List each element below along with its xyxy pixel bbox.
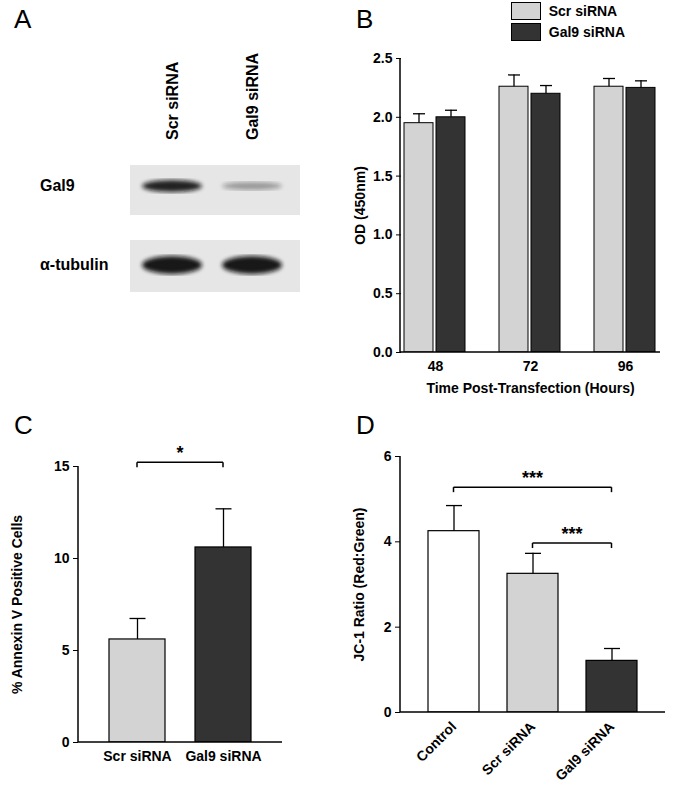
svg-text:Time Post-Transfection (Hours): Time Post-Transfection (Hours) [426,380,634,396]
svg-text:0: 0 [384,704,392,720]
svg-text:96: 96 [618,358,634,374]
html-text:C: C [14,410,33,440]
svg-text:Control: Control [413,718,460,765]
svg-text:*: * [176,443,183,463]
html-text:A: A [14,4,32,34]
svg-text:α-tubulin: α-tubulin [40,256,108,273]
svg-text:5: 5 [62,642,70,658]
svg-text:Gal9 siRNA: Gal9 siRNA [552,718,617,783]
svg-text:Scr siRNA: Scr siRNA [164,61,181,140]
svg-text:2.5: 2.5 [373,50,393,66]
svg-text:0.5: 0.5 [373,285,393,301]
svg-text:15: 15 [54,458,70,474]
svg-text:Scr siRNA: Scr siRNA [479,718,539,778]
svg-text:4: 4 [384,533,392,549]
svg-text:2.0: 2.0 [373,109,393,125]
svg-text:***: *** [561,524,582,544]
svg-text:OD (450nm): OD (450nm) [352,166,368,245]
svg-text:0: 0 [62,734,70,750]
svg-text:2: 2 [384,619,392,635]
svg-text:% Annexin V Positive Cells: % Annexin V Positive Cells [9,515,25,694]
svg-text:0.0: 0.0 [373,344,393,360]
html-text:D: D [356,410,375,440]
svg-text:Gal9 siRNA: Gal9 siRNA [185,748,261,764]
svg-text:Gal9: Gal9 [40,177,75,194]
html-text:Gal9 siRNA: Gal9 siRNA [548,24,625,40]
html-text:Scr siRNA: Scr siRNA [548,3,618,19]
svg-text:1.5: 1.5 [373,168,393,184]
svg-text:Gal9 siRNA: Gal9 siRNA [244,52,261,140]
svg-text:72: 72 [523,358,539,374]
svg-text:1.0: 1.0 [373,226,393,242]
svg-text:***: *** [522,468,543,488]
svg-text:10: 10 [54,550,70,566]
svg-text:JC-1 Ratio (Red:Green): JC-1 Ratio (Red:Green) [351,507,367,661]
svg-text:48: 48 [428,358,444,374]
html-text:B: B [356,4,374,34]
svg-text:6: 6 [384,448,392,464]
svg-text:Scr siRNA: Scr siRNA [103,748,171,764]
